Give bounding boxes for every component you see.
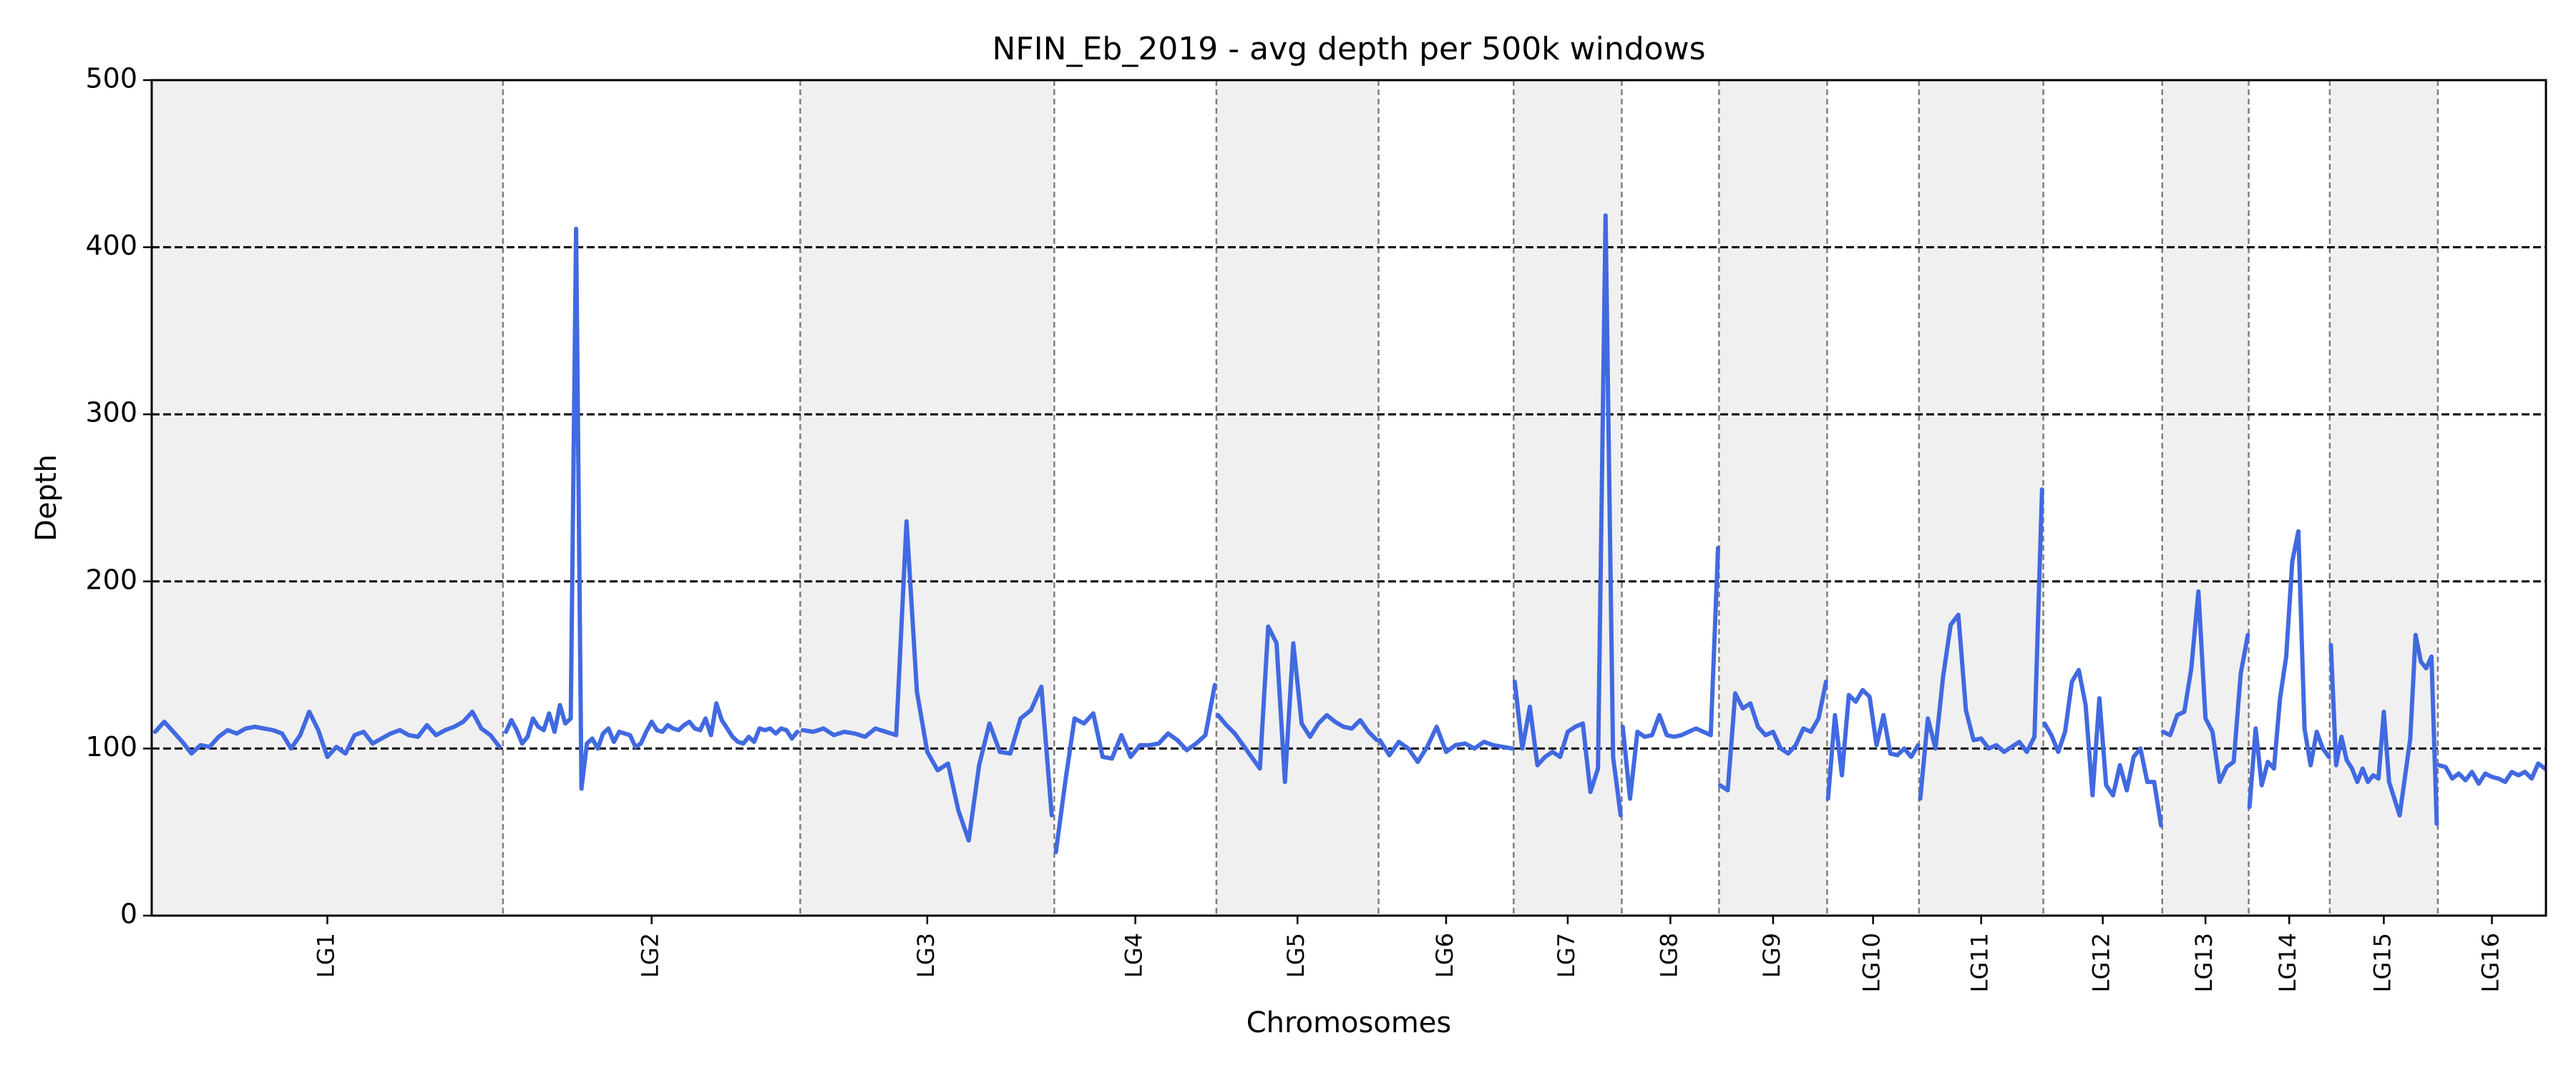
chromosome-band-LG5 <box>1216 80 1379 916</box>
y-axis: 0 100 200 300 400 500 <box>85 63 152 930</box>
depth-line-LG15 <box>2328 632 2439 826</box>
reference-lines <box>152 246 2546 750</box>
x-tick-label: LG3 <box>912 933 940 978</box>
depth-line-LG8 <box>1620 546 1720 801</box>
depth-line-LG14 <box>2247 529 2331 810</box>
depth-line-LG12 <box>2042 667 2164 828</box>
depth-line-LG6 <box>1377 725 1515 765</box>
x-tick-label: LG8 <box>1655 933 1682 978</box>
depth-line-LG4 <box>1053 682 1217 855</box>
depth-series <box>152 213 2547 855</box>
x-tick-label: LG16 <box>2477 933 2504 992</box>
x-tick-label: LG9 <box>1758 933 1785 978</box>
chromosome-band-LG11 <box>1918 80 2044 916</box>
depth-line-LG13 <box>2160 589 2250 785</box>
x-tick-label: LG2 <box>637 933 664 978</box>
x-tick-label: LG13 <box>2190 933 2218 992</box>
x-tick-label: LG10 <box>1858 933 1885 992</box>
y-tick-label: 200 <box>85 564 137 595</box>
x-tick-label: LG12 <box>2088 933 2115 992</box>
plot-frame <box>150 79 2547 917</box>
chromosome-band-LG1 <box>152 80 503 916</box>
chromosome-band-LG13 <box>2162 80 2249 916</box>
x-axis: LG1 LG2 LG3 LG4 LG5 LG6 LG7 LG8 LG9 LG10 LG11 LG12 L… <box>312 916 2504 992</box>
y-axis-label: Depth <box>30 454 63 542</box>
chromosome-band-LG15 <box>2329 80 2438 916</box>
depth-line-LG1 <box>152 710 502 760</box>
x-tick-label: LG11 <box>1966 933 1994 992</box>
depth-line-LG7 <box>1512 213 1623 818</box>
depth-line-LG10 <box>1825 687 1921 801</box>
x-tick-label: LG1 <box>312 933 339 978</box>
depth-line-LG3 <box>800 519 1054 843</box>
x-tick-label: LG15 <box>2368 933 2396 992</box>
x-tick-label: LG5 <box>1282 933 1309 978</box>
chromosome-band-LG7 <box>1513 80 1622 916</box>
y-tick-label: 500 <box>85 63 137 94</box>
chromosome-band-LG3 <box>800 80 1055 916</box>
chromosome-shading <box>152 80 2438 916</box>
depth-line-LG9 <box>1717 680 1828 793</box>
x-tick-label: LG14 <box>2274 933 2301 992</box>
depth-line-LG11 <box>1918 487 2044 801</box>
depth-line-LG2 <box>504 226 800 791</box>
depth-line-LG16 <box>2436 761 2547 786</box>
y-tick-label: 100 <box>85 731 137 763</box>
y-tick-label: 300 <box>85 397 137 428</box>
depth-line-LG5 <box>1216 624 1380 785</box>
x-axis-label: Chromosomes <box>1246 1006 1451 1039</box>
x-tick-label: LG7 <box>1553 933 1580 978</box>
y-tick-label: 400 <box>85 230 137 261</box>
x-tick-label: LG6 <box>1431 933 1458 978</box>
y-tick-label: 0 <box>120 898 137 930</box>
chromosome-band-LG9 <box>1719 80 1828 916</box>
chart-title: NFIN_Eb_2019 - avg depth per 500k window… <box>992 31 1705 67</box>
x-tick-label: LG4 <box>1121 933 1148 978</box>
